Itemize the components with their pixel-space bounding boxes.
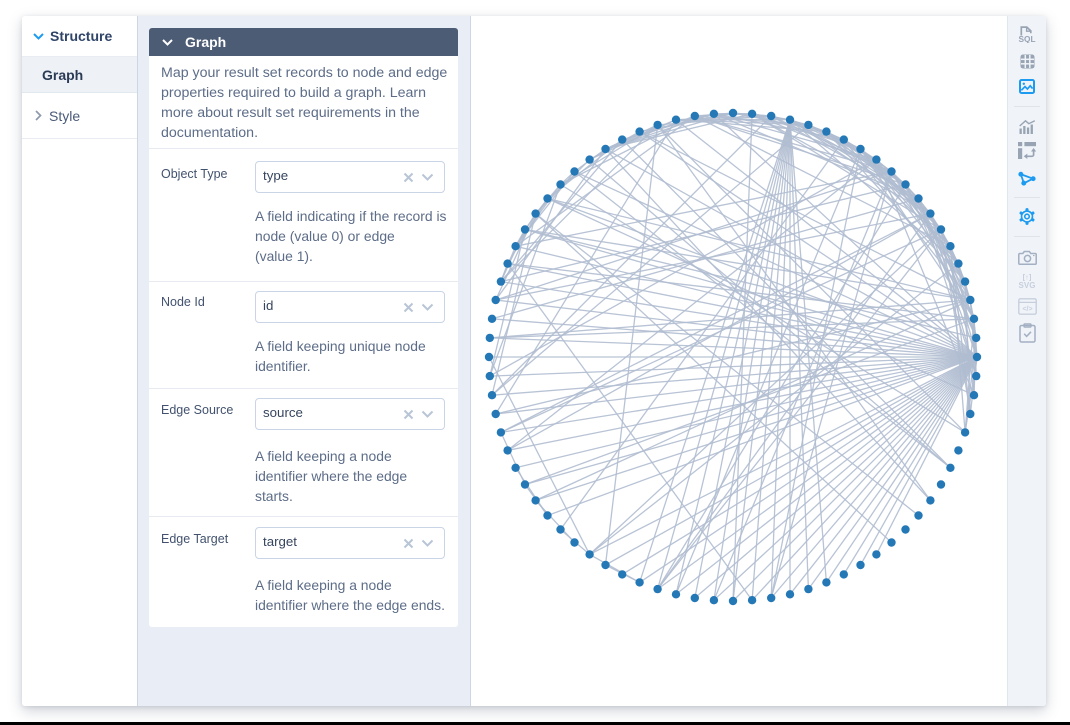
svg-text:[↑]: [↑] — [1023, 273, 1032, 282]
svg-text:SVG: SVG — [1019, 281, 1036, 289]
svg-text:SQL: SQL — [1018, 34, 1035, 43]
svg-text:</>: </> — [1022, 306, 1032, 313]
